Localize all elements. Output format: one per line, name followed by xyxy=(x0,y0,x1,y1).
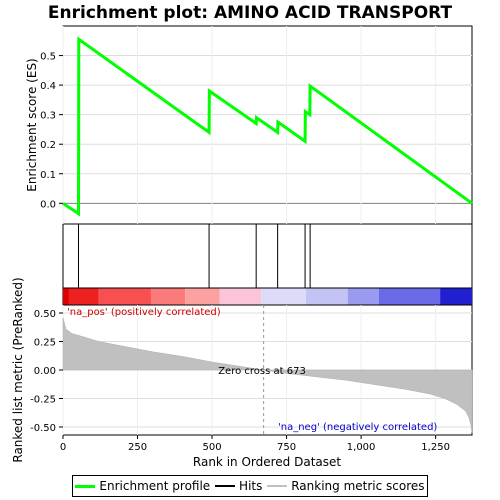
chart-title: Enrichment plot: AMINO ACID TRANSPORT xyxy=(48,3,453,23)
color-bar xyxy=(63,288,472,305)
es-line-layer xyxy=(62,36,473,217)
color-bar-segment xyxy=(440,288,472,305)
enrichment-profile-line xyxy=(62,36,473,217)
ranking-y-ticks: -0.50 -0.25 0.00 0.25 0.50 xyxy=(30,309,63,434)
color-bar-segment xyxy=(378,288,441,305)
es-y-tick-label: 0.4 xyxy=(40,81,56,92)
hits-panel-frame xyxy=(62,223,473,289)
x-tick-label: 1,250 xyxy=(421,442,450,453)
legend-swatch-hits xyxy=(215,485,236,487)
ranking-metric-area xyxy=(62,317,473,433)
es-grid xyxy=(62,26,472,224)
zero-cross-label: Zero cross at 673 xyxy=(218,366,306,377)
color-bar-segment xyxy=(98,288,151,305)
legend-item-ranking: Ranking metric scores xyxy=(267,479,425,493)
x-tick-label: 0 xyxy=(60,442,66,453)
ranking-y-tick-label: 0.25 xyxy=(34,337,56,348)
es-y-tick-label: 0.3 xyxy=(40,111,56,122)
legend: Enrichment profile Hits Ranking metric s… xyxy=(72,475,428,497)
color-bar-segment xyxy=(63,288,69,305)
color-bar-segment xyxy=(68,288,99,305)
color-bar-segment xyxy=(261,288,306,305)
x-ticks: 0 250 500 750 1,000 1,250 xyxy=(60,435,450,453)
x-tick-label: 750 xyxy=(277,442,296,453)
es-y-tick-label: 0.0 xyxy=(40,199,56,210)
es-y-ticks: 0.0 0.1 0.2 0.3 0.4 0.5 xyxy=(40,52,63,210)
color-bar-segment xyxy=(219,288,262,305)
positive-correlation-label: 'na_pos' (positively correlated) xyxy=(67,307,221,318)
ranking-y-axis-label: Ranked list metric (PreRanked) xyxy=(11,277,25,462)
x-tick-label: 250 xyxy=(128,442,147,453)
legend-swatch-ranking xyxy=(267,485,288,487)
es-y-tick-label: 0.1 xyxy=(40,170,56,181)
color-bar-segment xyxy=(305,288,348,305)
es-y-axis-label: Enrichment score (ES) xyxy=(25,58,39,191)
es-y-tick-label: 0.5 xyxy=(40,52,56,63)
color-bar-segment xyxy=(150,288,186,305)
color-bar-segment xyxy=(185,288,220,305)
x-tick-label: 500 xyxy=(203,442,222,453)
legend-label-hits: Hits xyxy=(239,479,263,493)
legend-label-enrichment: Enrichment profile xyxy=(99,479,211,493)
x-axis-label: Rank in Ordered Dataset xyxy=(193,455,341,469)
hits-layer xyxy=(78,224,311,288)
ranking-y-tick-label: 0.00 xyxy=(34,366,56,377)
ranking-y-tick-label: 0.50 xyxy=(34,309,56,320)
ranking-y-tick-label: -0.50 xyxy=(30,423,56,434)
ranking-y-tick-label: -0.25 xyxy=(30,395,56,406)
ranking-area-layer xyxy=(62,305,473,435)
negative-correlation-label: 'na_neg' (negatively correlated) xyxy=(278,422,437,433)
x-tick-label: 1,000 xyxy=(347,442,376,453)
legend-swatch-enrichment xyxy=(75,484,96,488)
legend-item-hits: Hits xyxy=(215,479,262,493)
color-bar-segment xyxy=(347,288,379,305)
es-y-tick-label: 0.2 xyxy=(40,140,56,151)
legend-item-enrichment: Enrichment profile xyxy=(75,479,210,493)
legend-label-ranking: Ranking metric scores xyxy=(291,479,425,493)
